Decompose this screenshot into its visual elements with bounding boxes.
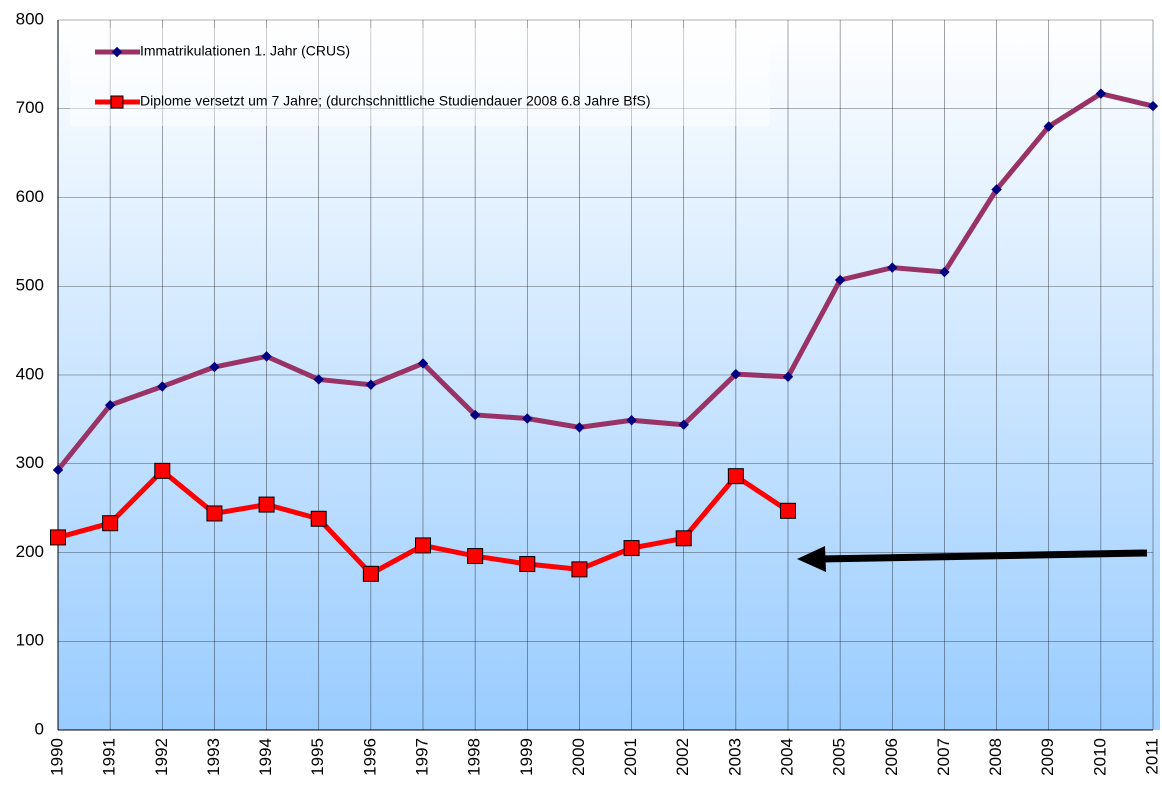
x-tick-label: 2000 (569, 738, 588, 776)
y-tick-label: 400 (16, 364, 44, 383)
y-tick-label: 700 (16, 98, 44, 117)
arrow-annotation (797, 546, 1148, 572)
marker (102, 515, 119, 532)
y-tick-label: 0 (35, 719, 44, 738)
x-tick-label: 2005 (830, 738, 849, 776)
y-tick-label: 500 (16, 276, 44, 295)
y-tick-label: 600 (16, 187, 44, 206)
marker (1043, 121, 1054, 132)
marker (154, 462, 171, 479)
marker (727, 468, 744, 485)
marker (206, 505, 223, 522)
series-layer (50, 88, 1159, 582)
marker (834, 274, 846, 286)
marker (730, 368, 742, 380)
x-tick-label: 1994 (256, 738, 275, 776)
marker (209, 361, 220, 373)
marker (675, 530, 692, 547)
x-tick-label: 2008 (986, 738, 1005, 776)
marker (678, 419, 689, 430)
x-tick-label: 1998 (465, 738, 484, 776)
x-tick-label: 2010 (1090, 738, 1109, 776)
x-tick-label: 2001 (621, 738, 640, 776)
y-tick-label: 100 (16, 631, 44, 650)
marker (469, 409, 481, 421)
x-tick-label: 1992 (152, 738, 171, 776)
marker (1095, 88, 1107, 99)
x-tick-label: 2011 (1142, 738, 1161, 775)
marker (261, 351, 272, 362)
marker (111, 46, 123, 58)
marker (157, 381, 168, 392)
legend-label: Immatrikulationen 1. Jahr (CRUS) (140, 43, 350, 59)
marker (623, 540, 640, 557)
x-tick-label: 1991 (100, 738, 119, 776)
marker (571, 561, 588, 578)
arrow-head (797, 546, 826, 572)
marker (782, 371, 794, 382)
x-tick-label: 1995 (308, 738, 327, 776)
legend-box (70, 28, 770, 126)
x-tick-label: 2003 (725, 738, 744, 776)
x-tick-label: 1996 (360, 738, 379, 776)
marker (362, 565, 379, 582)
x-tick-label: 1990 (47, 738, 66, 776)
marker (52, 464, 64, 476)
marker (415, 537, 431, 554)
marker (991, 184, 1002, 195)
y-tick-label: 200 (16, 542, 44, 561)
marker (50, 529, 66, 546)
marker (626, 415, 637, 426)
marker (780, 502, 796, 519)
marker (365, 379, 377, 390)
y-tick-label: 300 (16, 453, 44, 472)
marker (887, 262, 898, 273)
x-tick-label: 2002 (673, 738, 692, 776)
legend-label: Diplome versetzt um 7 Jahre; (durchschni… (140, 93, 651, 109)
marker (313, 374, 324, 385)
marker (519, 556, 536, 573)
marker (522, 413, 533, 424)
marker (104, 399, 116, 411)
marker (110, 95, 124, 109)
x-tick-label: 1999 (517, 738, 536, 776)
arrow-shaft (819, 549, 1148, 563)
x-tick-label: 2007 (934, 738, 953, 776)
x-tick-label: 2006 (882, 738, 901, 776)
marker (939, 266, 950, 278)
x-tick-label: 2009 (1038, 738, 1057, 776)
legend: Immatrikulationen 1. Jahr (CRUS) Diplome … (95, 43, 651, 109)
series-line (56, 91, 1154, 472)
x-tick-label: 1997 (412, 738, 431, 776)
grid: 0 100 200 300 400 500 600 700 800 1990 1991 1992 199… (16, 9, 1162, 775)
x-tick-label: 2004 (777, 738, 796, 776)
marker (310, 510, 327, 527)
x-tick-label: 1993 (204, 738, 223, 776)
marker (467, 548, 484, 565)
marker (1147, 100, 1159, 112)
y-tick-label: 800 (16, 9, 44, 28)
marker (574, 422, 585, 433)
marker (417, 358, 429, 369)
marker (258, 496, 275, 513)
